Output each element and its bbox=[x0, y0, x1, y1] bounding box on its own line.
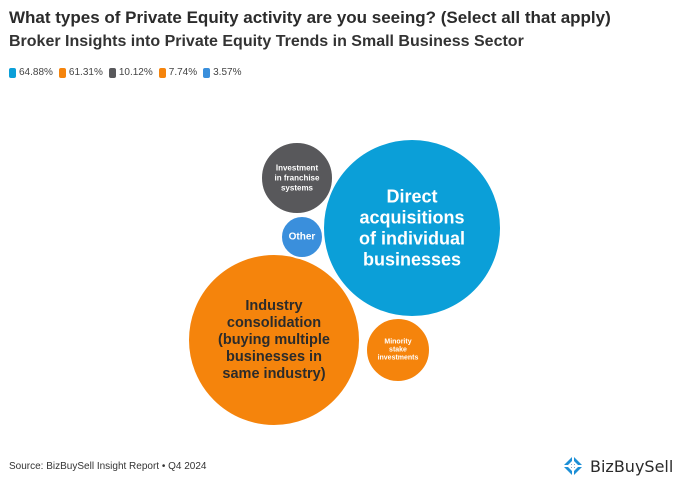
bubble-label: (buying multiple bbox=[218, 332, 330, 348]
legend-swatch bbox=[203, 67, 211, 78]
bubble-label: Direct bbox=[386, 187, 437, 207]
legend-label: 61.31% bbox=[68, 67, 103, 78]
legend-item[interactable]: 3.57% bbox=[203, 67, 241, 78]
chart-title: What types of Private Equity activity ar… bbox=[9, 8, 611, 27]
source-note: Source: BizBuySell Insight Report • Q4 2… bbox=[9, 461, 207, 472]
bubble-circle bbox=[365, 317, 431, 383]
legend-label: 3.57% bbox=[213, 67, 242, 78]
legend-item[interactable]: 61.31% bbox=[58, 67, 103, 78]
legend-swatch bbox=[158, 67, 166, 78]
legend: 64.88% 61.31% 10.12% 7.74% 3.57% bbox=[9, 67, 241, 78]
bubble-label: businesses in bbox=[226, 349, 322, 365]
bubble-circle bbox=[280, 215, 324, 259]
bubble-circle bbox=[322, 138, 502, 318]
legend-item[interactable]: 10.12% bbox=[108, 67, 153, 78]
legend-label: 64.88% bbox=[19, 67, 53, 78]
bubble-label: consolidation bbox=[227, 315, 321, 331]
bubble-label: Industry bbox=[245, 298, 302, 314]
legend-swatch bbox=[58, 67, 66, 78]
legend-item[interactable]: 64.88% bbox=[9, 67, 53, 78]
bubble-circle bbox=[187, 253, 361, 427]
bizbuysell-logo-icon bbox=[562, 455, 584, 477]
bubble[interactable]: Other bbox=[280, 215, 324, 259]
legend-swatch bbox=[9, 67, 16, 78]
legend-item[interactable]: 7.74% bbox=[158, 67, 198, 78]
bubble-label: same industry) bbox=[222, 366, 325, 382]
legend-swatch bbox=[108, 67, 116, 78]
bubble-label: Minority bbox=[384, 339, 411, 346]
bubble-circle bbox=[260, 141, 334, 215]
bubble-label: businesses bbox=[363, 250, 461, 270]
bubble-label: in franchise bbox=[275, 174, 320, 183]
bubble-label: of individual bbox=[359, 229, 465, 249]
chart-subtitle: Broker Insights into Private Equity Tren… bbox=[9, 33, 524, 50]
legend-label: 10.12% bbox=[118, 67, 153, 78]
brand[interactable]: BizBuySell bbox=[562, 455, 673, 477]
legend-label: 7.74% bbox=[168, 67, 198, 78]
bubble-label: investments bbox=[378, 355, 419, 362]
bubble-label: Investment bbox=[276, 164, 319, 173]
bubble-label: stake bbox=[389, 347, 407, 354]
bubble-label: Other bbox=[289, 232, 316, 243]
bubble-label: acquisitions bbox=[359, 208, 464, 228]
brand-name: BizBuySell bbox=[590, 456, 674, 476]
bubble-label: systems bbox=[281, 184, 314, 193]
